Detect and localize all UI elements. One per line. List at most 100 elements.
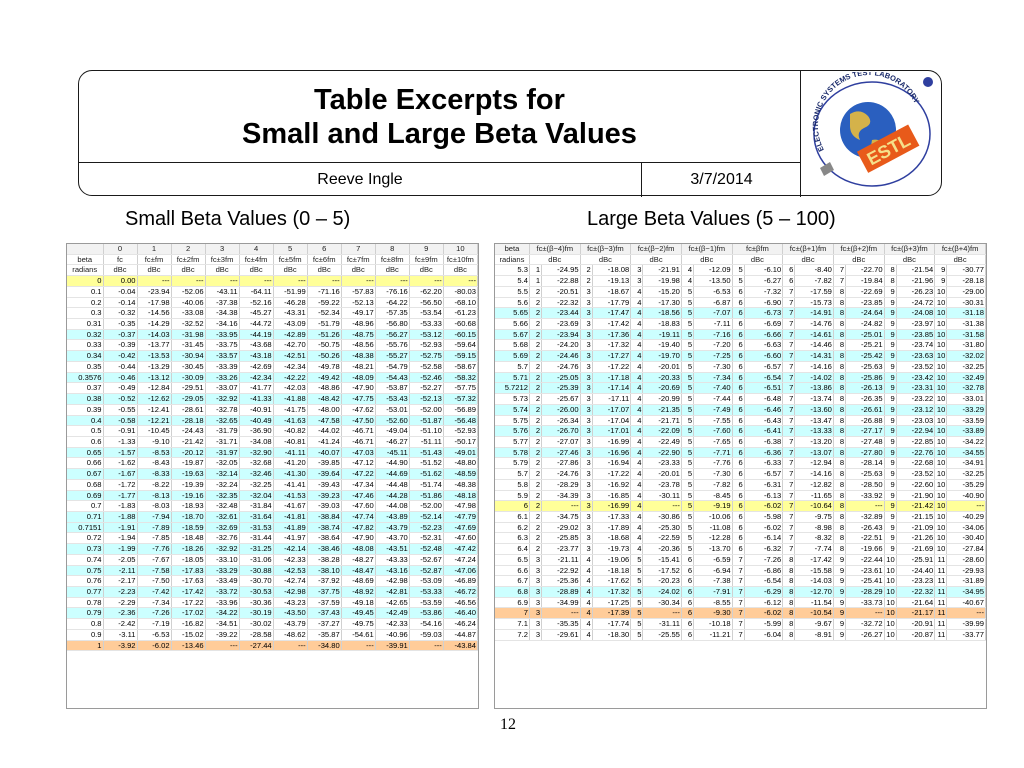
table-cell: 3 xyxy=(580,543,593,555)
table-cell: -33.07 xyxy=(205,382,240,395)
table-cell: 6 xyxy=(732,436,745,448)
table-cell: 5 xyxy=(630,597,644,609)
table-cell: -7.40 xyxy=(693,382,733,395)
table-cell: -25.05 xyxy=(541,372,581,384)
table-cell: -53.09 xyxy=(409,575,444,587)
table-cell: -15.58 xyxy=(794,565,834,577)
table-cell: -14.03 xyxy=(137,329,172,341)
table-cell: -31.44 xyxy=(239,532,274,545)
table-cell: -14.76 xyxy=(794,318,834,330)
table-row: 0.38 -0.52 -12.62 -29.05 -32.92 -41.33 -41.88-… xyxy=(67,393,478,405)
table-cell: -22.90 xyxy=(642,447,682,459)
table-cell: -1.77 xyxy=(103,490,138,502)
table-cell: 2 xyxy=(529,361,543,373)
table-cell: -27.44 xyxy=(239,640,274,652)
table-row: 0.7151 -1.91 -7.89 -18.59 -32.69 -31.53 -41.89… xyxy=(67,522,478,534)
table-cell: -7.20 xyxy=(693,339,733,352)
table-cell: -7.91 xyxy=(693,586,733,598)
table-cell: -34.80 xyxy=(307,640,342,652)
table-cell: -8.43 xyxy=(137,457,172,470)
table-cell: -35.87 xyxy=(307,629,342,641)
table-cell: 11 xyxy=(934,629,948,641)
table-cell: -6.27 xyxy=(744,275,784,287)
table-cell: -30.11 xyxy=(642,490,682,502)
table-cell: -13.12 xyxy=(137,372,172,384)
table-cell: 2 xyxy=(529,372,543,384)
table-cell: 9 xyxy=(833,629,847,641)
table-cell: 6 xyxy=(732,447,745,459)
table-cell: -38.84 xyxy=(307,511,342,523)
table-cell: -32.92 xyxy=(205,543,240,555)
table-cell: 8 xyxy=(833,490,847,502)
table-cell: 1 xyxy=(529,275,543,287)
table-cell: 5.69 xyxy=(495,350,530,362)
table-cell: -17.18 xyxy=(592,372,632,384)
table-cell: -7.34 xyxy=(693,372,733,384)
table-cell: -6.29 xyxy=(744,586,784,598)
table-cell: 1 xyxy=(67,640,104,652)
table-cell: -31.89 xyxy=(946,575,986,587)
table-cell: -11.08 xyxy=(693,522,733,534)
table-cell: -17.32 xyxy=(592,339,632,352)
table-cell: 8 xyxy=(833,447,847,459)
table-header-row: beta fc fc±fm fc±2fm fc±3fm fc±4fm fc±5fm fc±6f… xyxy=(67,254,478,266)
table-cell: -43.18 xyxy=(239,350,274,362)
table-cell: 4 xyxy=(580,554,593,566)
table-cell: 5 xyxy=(630,586,644,598)
table-cell: -17.47 xyxy=(592,307,632,320)
small-beta-table: 0 1 2 3 4 5 6 7 8 9 10 beta fc fc±fm fc±2fm fc±3fm fc±4f… xyxy=(67,244,478,652)
table-cell: 6 xyxy=(732,511,745,523)
table-cell: 2 xyxy=(529,457,543,470)
table-cell: -28.58 xyxy=(239,629,274,641)
table-cell: -32.52 xyxy=(171,318,206,330)
table-cell: 3 xyxy=(529,618,543,630)
table-cell: -31.84 xyxy=(239,500,274,512)
table-cell: -41.67 xyxy=(273,500,308,512)
table-cell: -22.32 xyxy=(896,586,936,598)
table-cell: -24.76 xyxy=(541,361,581,373)
table-cell: 5.74 xyxy=(495,404,530,416)
table-cell: -52.06 xyxy=(171,286,206,298)
table-row: 5.8 2 -28.29 3 -16.92 4 -23.78 5 -7.82 6 -6.31 7 -12… xyxy=(495,479,986,491)
table-cell: 5.79 xyxy=(495,457,530,470)
table-row: 5.6 2 -22.32 3 -17.79 4 -17.30 5 -6.87 6 -6.90 7 -15… xyxy=(495,297,986,309)
table-cell: --- xyxy=(541,500,581,512)
table-cell: 0.69 xyxy=(67,490,104,502)
table-cell: -62.20 xyxy=(409,286,444,298)
table-cell: -7.85 xyxy=(137,532,172,545)
table-cell: --- xyxy=(205,275,240,287)
table-cell: 7 xyxy=(782,457,796,470)
table-cell: -43.50 xyxy=(273,607,308,620)
table-cell: -17.52 xyxy=(642,565,682,577)
table-cell: 8 xyxy=(833,372,847,384)
table-cell: 8 xyxy=(782,575,796,587)
table-cell: 8 xyxy=(833,436,847,448)
table-cell: 2 xyxy=(529,286,543,298)
table-cell: -52.00 xyxy=(409,404,444,416)
table-cell: -20.23 xyxy=(642,575,682,587)
table-cell: 3 xyxy=(580,329,593,341)
table-cell: -42.98 xyxy=(273,586,308,598)
table-cell: 4 xyxy=(630,307,644,320)
table-cell: 5.67 xyxy=(495,329,530,341)
table-cell: -6.13 xyxy=(744,490,784,502)
table-cell: -14.02 xyxy=(794,372,834,384)
table-cell: -40.29 xyxy=(946,511,986,523)
table-cell: 4 xyxy=(580,565,593,577)
table-cell: 4 xyxy=(630,286,644,298)
table-cell: 10 xyxy=(884,629,897,641)
table-cell: -40.06 xyxy=(171,297,206,309)
table-row: 6.8 3 -28.89 4 -17.32 5 -24.02 6 -7.91 7 -6.29 8 -12… xyxy=(495,586,986,598)
table-cell: 3 xyxy=(529,607,543,620)
table-cell: -39.91 xyxy=(375,640,410,652)
table-cell: 7 xyxy=(782,286,796,298)
table-cell: -48.56 xyxy=(341,339,376,352)
table-cell: -20.12 xyxy=(171,447,206,459)
table-cell: -14.61 xyxy=(794,329,834,341)
table-cell: -6.66 xyxy=(744,329,784,341)
table-cell: -26.13 xyxy=(845,382,885,395)
table-cell: 2 xyxy=(529,447,543,459)
table-cell: 5.65 xyxy=(495,307,530,320)
table-cell: 9 xyxy=(884,329,897,341)
table-cell: 2 xyxy=(529,404,543,416)
